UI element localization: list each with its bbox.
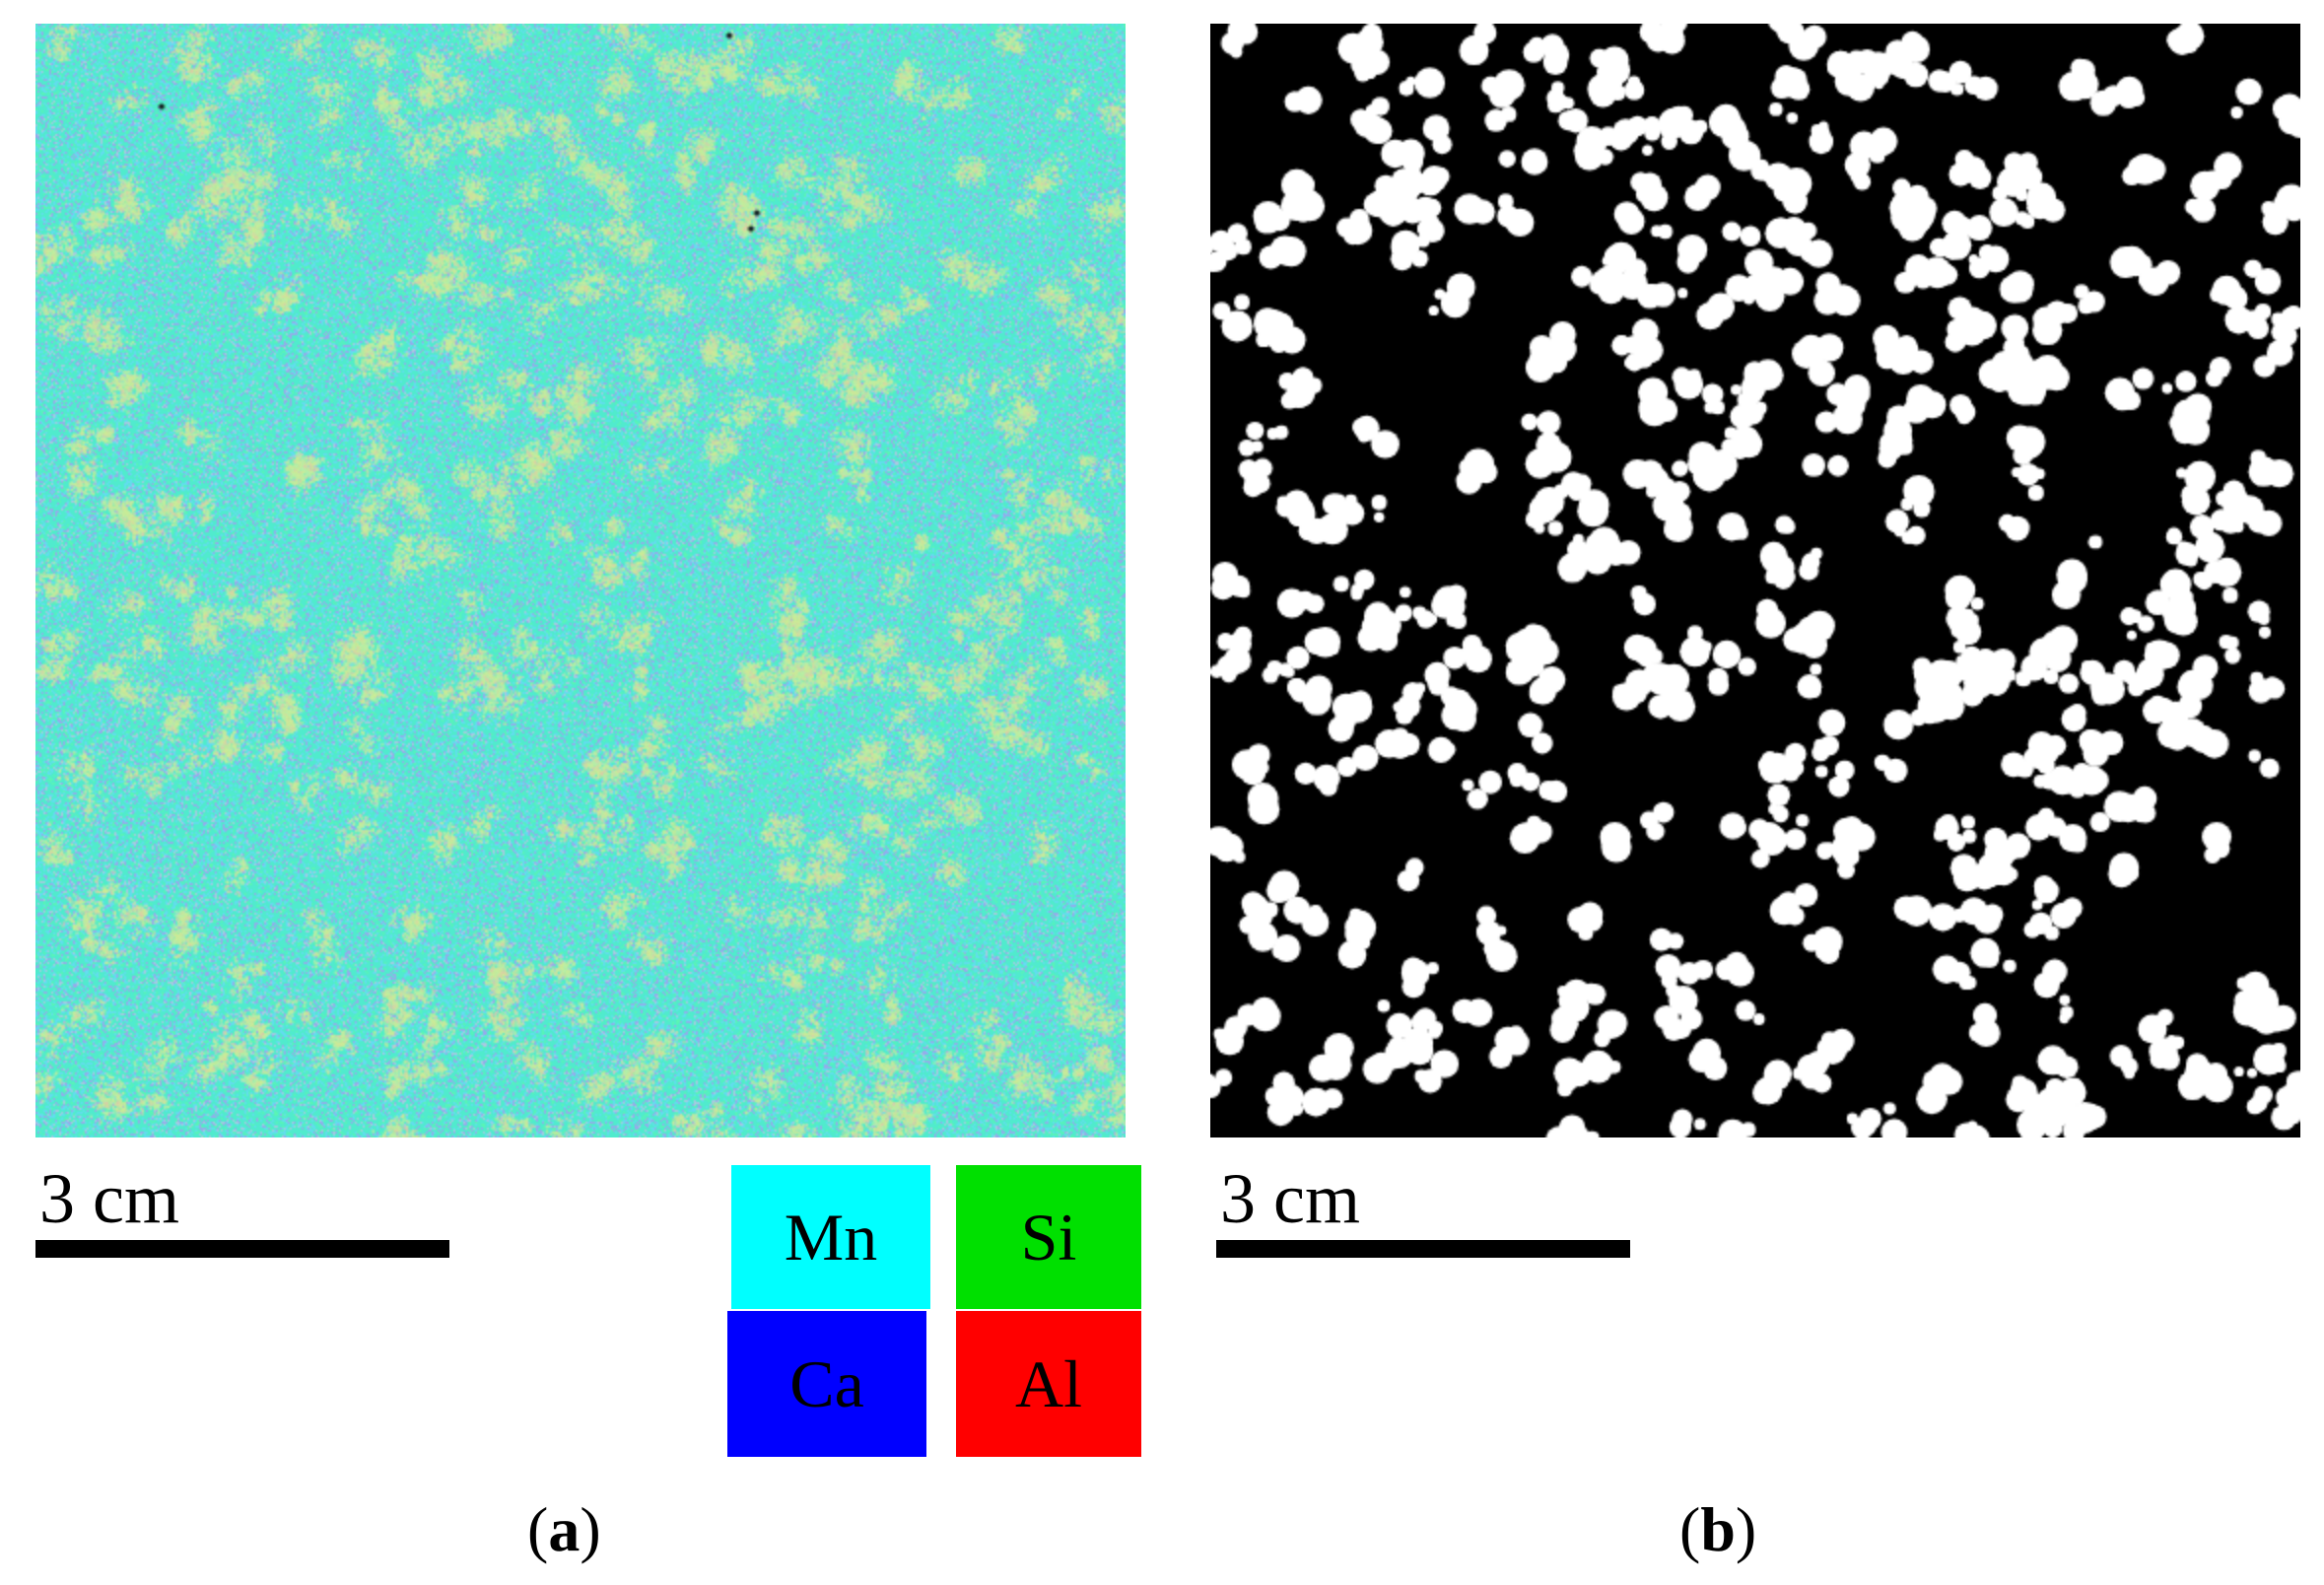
legend-label-mn: Mn: [784, 1199, 878, 1275]
elemental-map-image: [35, 24, 1126, 1137]
scale-bar-label-a: 3 cm: [39, 1159, 179, 1238]
scale-bar-b: [1216, 1240, 1630, 1258]
binary-segmentation-image: [1210, 24, 2300, 1137]
legend-label-si: Si: [1020, 1199, 1077, 1275]
legend-swatch-ca: Ca: [727, 1311, 926, 1457]
legend-label-al: Al: [1015, 1345, 1082, 1421]
legend-label-ca: Ca: [789, 1345, 864, 1421]
scale-bar-label-b: 3 cm: [1220, 1159, 1360, 1238]
legend-swatch-mn: Mn: [731, 1165, 930, 1309]
legend-swatch-si: Si: [956, 1165, 1141, 1309]
scale-bar-a: [35, 1240, 449, 1258]
binary-segmentation-canvas: [1210, 24, 2300, 1137]
legend-swatch-al: Al: [956, 1311, 1141, 1457]
elemental-map-canvas: [35, 24, 1126, 1137]
panel-caption-a: (a): [527, 1494, 601, 1564]
panel-caption-b: (b): [1679, 1494, 1757, 1564]
